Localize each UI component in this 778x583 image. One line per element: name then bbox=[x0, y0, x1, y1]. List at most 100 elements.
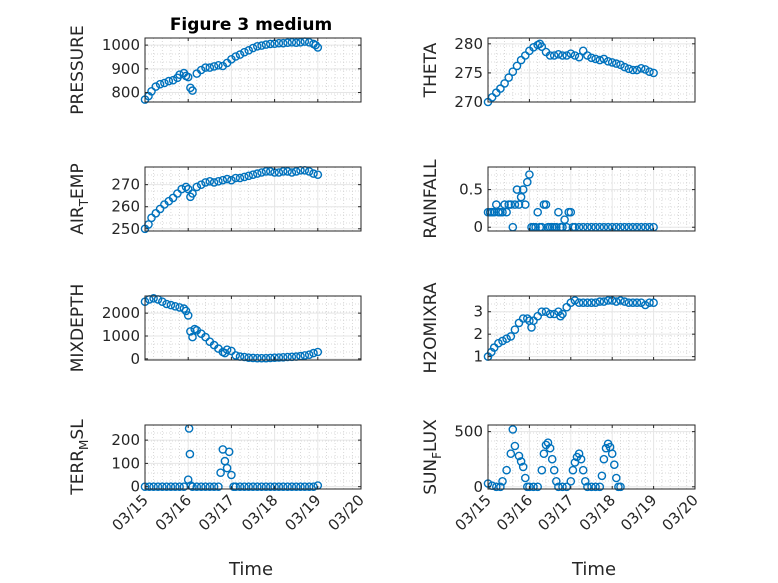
data-point bbox=[543, 438, 553, 448]
data-point bbox=[162, 482, 171, 492]
data-point bbox=[265, 353, 275, 363]
data-point bbox=[214, 61, 223, 70]
data-point bbox=[155, 204, 165, 214]
data-point bbox=[183, 72, 193, 82]
axes-background bbox=[488, 296, 695, 360]
data-point bbox=[574, 449, 584, 459]
data-point bbox=[649, 298, 658, 308]
data-point bbox=[170, 301, 180, 311]
data-point bbox=[601, 443, 611, 453]
data-point bbox=[147, 87, 156, 96]
data-point bbox=[183, 184, 193, 194]
y-tick-label: 0 bbox=[130, 478, 140, 496]
data-point bbox=[240, 482, 249, 492]
y-tick-label: 900 bbox=[111, 60, 140, 78]
data-point bbox=[610, 460, 619, 470]
data-point bbox=[533, 482, 543, 492]
data-point bbox=[196, 180, 206, 189]
axes-box bbox=[487, 37, 696, 103]
data-point bbox=[227, 55, 236, 64]
data-point bbox=[595, 55, 605, 65]
data-point bbox=[296, 482, 305, 492]
data-point bbox=[591, 54, 600, 64]
data-point bbox=[545, 51, 555, 60]
data-point bbox=[620, 62, 629, 72]
data-point bbox=[541, 307, 551, 317]
data-point bbox=[525, 170, 534, 179]
data-point bbox=[175, 303, 184, 312]
y-tick-label: 260 bbox=[111, 198, 140, 216]
data-point bbox=[603, 57, 613, 66]
x-tick-label: 03/16 bbox=[493, 491, 536, 534]
data-point bbox=[248, 353, 258, 363]
data-point bbox=[209, 178, 219, 187]
data-point bbox=[510, 325, 520, 335]
x-tick-label: 03/15 bbox=[452, 491, 495, 534]
y-axis-label: RAINFALL bbox=[421, 159, 441, 239]
data-point bbox=[591, 298, 600, 308]
data-point bbox=[533, 207, 543, 217]
data-point bbox=[183, 311, 193, 320]
data-point bbox=[641, 300, 650, 310]
data-point bbox=[261, 353, 271, 363]
data-point bbox=[227, 470, 236, 480]
data-point bbox=[151, 82, 161, 91]
data-point bbox=[516, 457, 526, 466]
data-point bbox=[201, 178, 210, 187]
data-point bbox=[235, 173, 245, 183]
data-point bbox=[313, 170, 323, 179]
data-point bbox=[554, 482, 563, 492]
data-point bbox=[566, 207, 576, 217]
data-point bbox=[549, 465, 559, 475]
data-point bbox=[309, 348, 318, 358]
data-point bbox=[512, 185, 522, 194]
data-point bbox=[624, 298, 634, 308]
data-point bbox=[181, 182, 191, 192]
data-point bbox=[205, 482, 215, 492]
data-point bbox=[508, 67, 518, 76]
data-point bbox=[521, 200, 530, 209]
data-point bbox=[599, 454, 609, 464]
y-tick-label: 0 bbox=[130, 350, 140, 368]
data-point bbox=[583, 298, 592, 308]
data-point bbox=[545, 309, 555, 319]
subplot-5: 0 1000 2000 MIXDEPTH bbox=[68, 284, 362, 372]
data-point bbox=[261, 40, 271, 49]
y-axis-label: TERRMSL bbox=[68, 419, 91, 496]
y-axis-label: AIRTEMP bbox=[68, 163, 91, 234]
data-point bbox=[283, 38, 292, 48]
data-point bbox=[252, 353, 262, 363]
data-point bbox=[235, 50, 245, 59]
axes-box bbox=[144, 424, 362, 490]
data-point bbox=[216, 468, 225, 478]
data-point bbox=[570, 296, 580, 305]
data-point bbox=[616, 60, 625, 70]
data-point bbox=[224, 447, 234, 457]
data-point bbox=[498, 207, 507, 217]
data-point bbox=[296, 38, 305, 47]
axes-box bbox=[144, 295, 362, 361]
data-point bbox=[576, 454, 586, 464]
data-point bbox=[510, 200, 520, 209]
data-point bbox=[537, 42, 547, 52]
data-point bbox=[616, 296, 625, 305]
data-point bbox=[188, 86, 197, 95]
data-point bbox=[649, 68, 658, 78]
data-point bbox=[222, 174, 232, 184]
data-point bbox=[583, 51, 592, 60]
y-tick-label: 2 bbox=[473, 325, 483, 343]
data-point bbox=[496, 482, 505, 492]
data-point bbox=[562, 51, 572, 60]
x-tick-label: 03/20 bbox=[325, 491, 368, 534]
data-point bbox=[587, 482, 596, 492]
x-tick-label: 03/15 bbox=[109, 491, 152, 534]
data-point bbox=[160, 78, 169, 88]
data-point bbox=[587, 53, 596, 63]
data-point bbox=[244, 353, 253, 363]
data-point bbox=[248, 482, 258, 492]
data-point bbox=[578, 46, 588, 56]
x-axis-label-right: Time bbox=[571, 559, 616, 580]
data-point bbox=[537, 465, 547, 475]
data-point bbox=[581, 476, 590, 486]
